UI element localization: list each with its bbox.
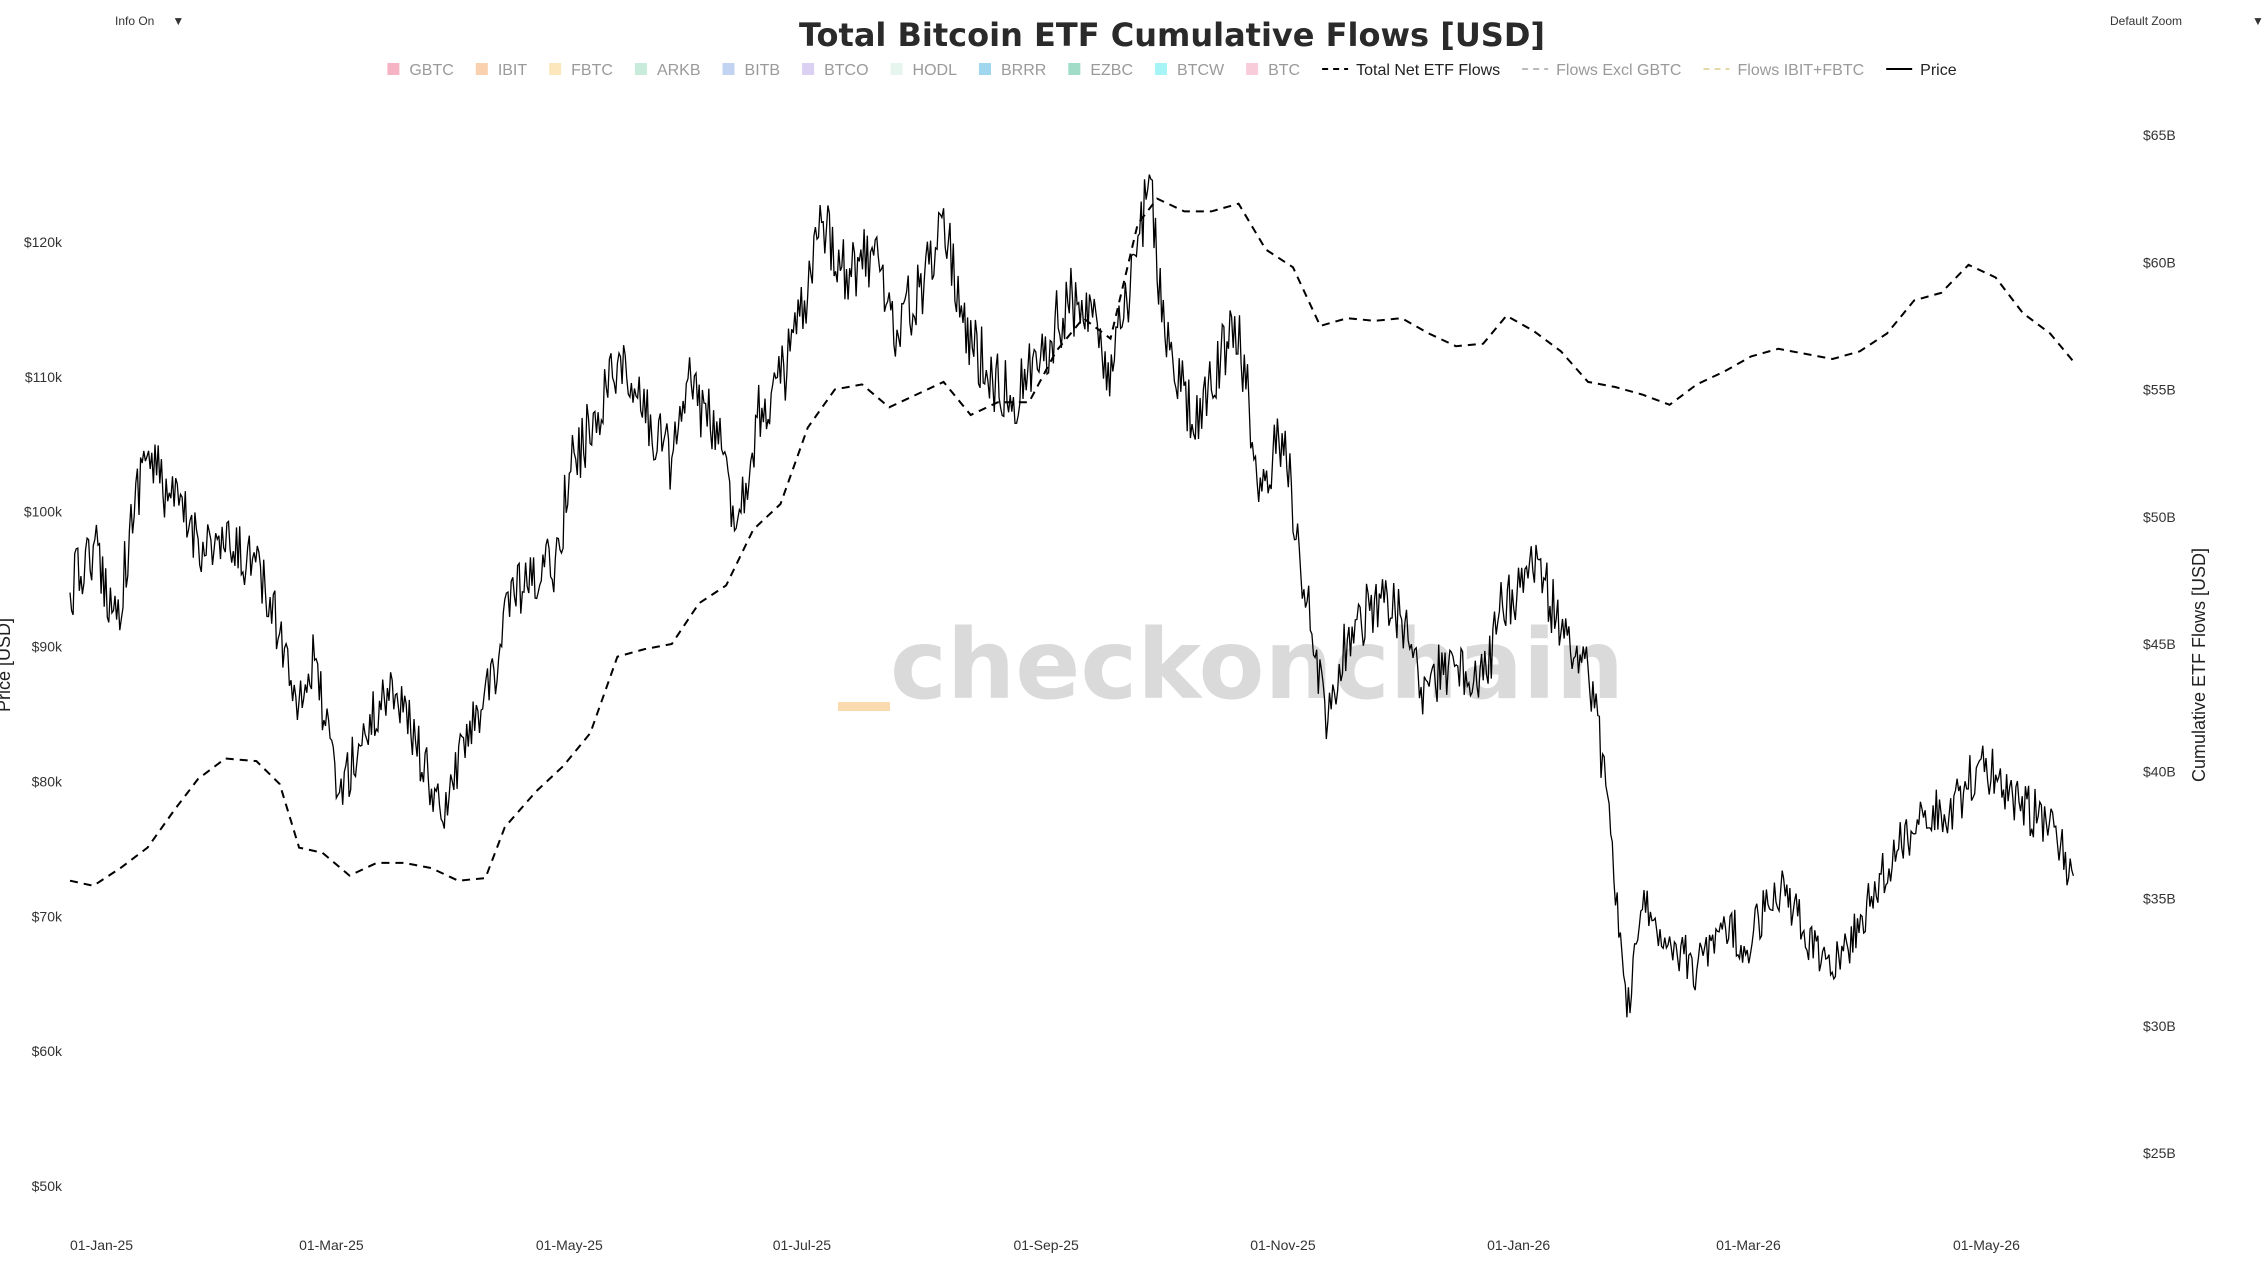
legend-item[interactable]: Price: [1886, 62, 1957, 79]
legend-label: EZBC: [1090, 62, 1133, 79]
legend-item[interactable]: BTC: [1246, 62, 1300, 79]
watermark-text: checkonchain: [890, 609, 1624, 721]
chevron-down-icon: ▼: [2252, 14, 2264, 28]
y-right-tick-label: $25B: [2143, 1145, 2176, 1161]
x-tick-label: 01-May-25: [536, 1237, 603, 1253]
legend-label: BRRR: [1001, 62, 1046, 79]
legend-item[interactable]: HODL: [890, 62, 958, 79]
legend-item[interactable]: BTCO: [802, 62, 869, 79]
y-right-tick-label: $50B: [2143, 509, 2176, 525]
zoom-label: Default Zoom: [2110, 14, 2183, 28]
chevron-down-icon: ▼: [172, 14, 185, 28]
series-layer: [69, 174, 2075, 1018]
x-tick-label: 01-Jul-25: [773, 1237, 832, 1253]
y-left-tick-label: $120k: [24, 234, 63, 250]
legend-item[interactable]: EZBC: [1068, 62, 1133, 79]
legend-swatch: [475, 63, 488, 75]
legend-label: GBTC: [409, 62, 453, 79]
legend-swatch: [802, 63, 815, 75]
y-left-tick-label: $110k: [25, 369, 63, 385]
legend-swatch: [978, 63, 991, 75]
x-tick-label: 01-Sep-25: [1013, 1237, 1079, 1253]
y-right-tick-label: $60B: [2143, 254, 2176, 270]
info-toggle-dropdown[interactable]: Info On ▼: [115, 14, 184, 28]
y-left-tick-label: $80k: [32, 773, 63, 789]
legend-label: BTCW: [1177, 62, 1225, 79]
legend-label: HODL: [913, 62, 958, 79]
legend-label: BTCO: [824, 62, 868, 79]
top-controls: Info On ▼ Default Zoom ▼: [0, 0, 2268, 40]
y-axis-left-title: Price [USD]: [0, 618, 14, 712]
x-tick-label: 01-May-26: [1953, 1237, 2020, 1253]
legend-label: BITB: [745, 62, 781, 79]
y-right-tick-label: $35B: [2143, 891, 2176, 907]
chart-legend: GBTC IBIT FBTC ARKB BITB BTCO HODL BRRR EZBC BTCW…: [387, 62, 1957, 79]
y-right-tick-label: $55B: [2143, 382, 2176, 398]
x-tick-label: 01-Nov-25: [1250, 1237, 1316, 1253]
legend-label: Total Net ETF Flows: [1356, 62, 1500, 79]
legend-label: Price: [1920, 62, 1957, 79]
legend-label: Flows Excl GBTC: [1556, 62, 1681, 79]
legend-item[interactable]: IBIT: [475, 62, 528, 79]
legend-swatch: [890, 63, 903, 75]
legend-swatch: [549, 63, 562, 75]
y-left-tick-label: $60k: [32, 1043, 63, 1059]
x-axis-ticks: 01-Jan-25 01-Mar-25 01-May-25 01-Jul-25 01-S…: [70, 1237, 2020, 1253]
legend-label: IBIT: [498, 62, 528, 79]
legend-swatch: [387, 63, 400, 75]
y-left-tick-label: $90k: [32, 639, 63, 655]
legend-label: ARKB: [657, 62, 701, 79]
price-series-line: [69, 174, 2075, 1018]
legend-label: BTC: [1268, 62, 1300, 79]
legend-item[interactable]: BITB: [722, 62, 781, 79]
legend-swatch: [722, 63, 735, 75]
watermark: checkonchain: [838, 609, 1624, 721]
y-left-tick-label: $70k: [32, 908, 63, 924]
y-left-tick-label: $50k: [32, 1178, 63, 1194]
y-axis-right-ticks: $25B $30B $35B $40B $45B $50B $55B $60B $65B: [2143, 127, 2176, 1161]
y-right-tick-label: $30B: [2143, 1018, 2176, 1034]
legend-item[interactable]: ARKB: [634, 62, 701, 79]
legend-swatch: [1246, 63, 1259, 75]
y-right-tick-label: $40B: [2143, 763, 2176, 779]
legend-label: Flows IBIT+FBTC: [1737, 62, 1864, 79]
legend-item[interactable]: Flows IBIT+FBTC: [1703, 62, 1864, 79]
legend-item[interactable]: Total Net ETF Flows: [1322, 62, 1500, 79]
watermark-accent-bar: [838, 702, 890, 711]
y-axis-left-ticks: $50k $60k $70k $80k $90k $100k $110k $120k: [24, 234, 63, 1194]
legend-swatch: [1068, 63, 1081, 75]
x-tick-label: 01-Mar-26: [1716, 1237, 1781, 1253]
x-tick-label: 01-Jan-26: [1487, 1237, 1550, 1253]
zoom-dropdown[interactable]: Default Zoom ▼: [2110, 14, 2264, 28]
legend-item[interactable]: GBTC: [387, 62, 454, 79]
y-right-tick-label: $65B: [2143, 127, 2176, 143]
legend-item[interactable]: BRRR: [978, 62, 1046, 79]
legend-item[interactable]: BTCW: [1155, 62, 1225, 79]
legend-item[interactable]: FBTC: [549, 62, 613, 79]
y-axis-right-title: Cumulative ETF Flows [USD]: [2189, 548, 2209, 782]
x-tick-label: 01-Mar-25: [299, 1237, 364, 1253]
legend-item[interactable]: Flows Excl GBTC: [1522, 62, 1681, 79]
legend-swatch: [634, 63, 647, 75]
total-net-flows-series-line: [69, 197, 2075, 887]
legend-swatch: [1155, 63, 1168, 75]
y-left-tick-label: $100k: [24, 504, 63, 520]
legend-label: FBTC: [571, 62, 613, 79]
chart-title: Total Bitcoin ETF Cumulative Flows [USD]: [799, 16, 1545, 54]
y-right-tick-label: $45B: [2143, 636, 2176, 652]
x-tick-label: 01-Jan-25: [70, 1237, 133, 1253]
info-toggle-label: Info On: [115, 14, 155, 28]
